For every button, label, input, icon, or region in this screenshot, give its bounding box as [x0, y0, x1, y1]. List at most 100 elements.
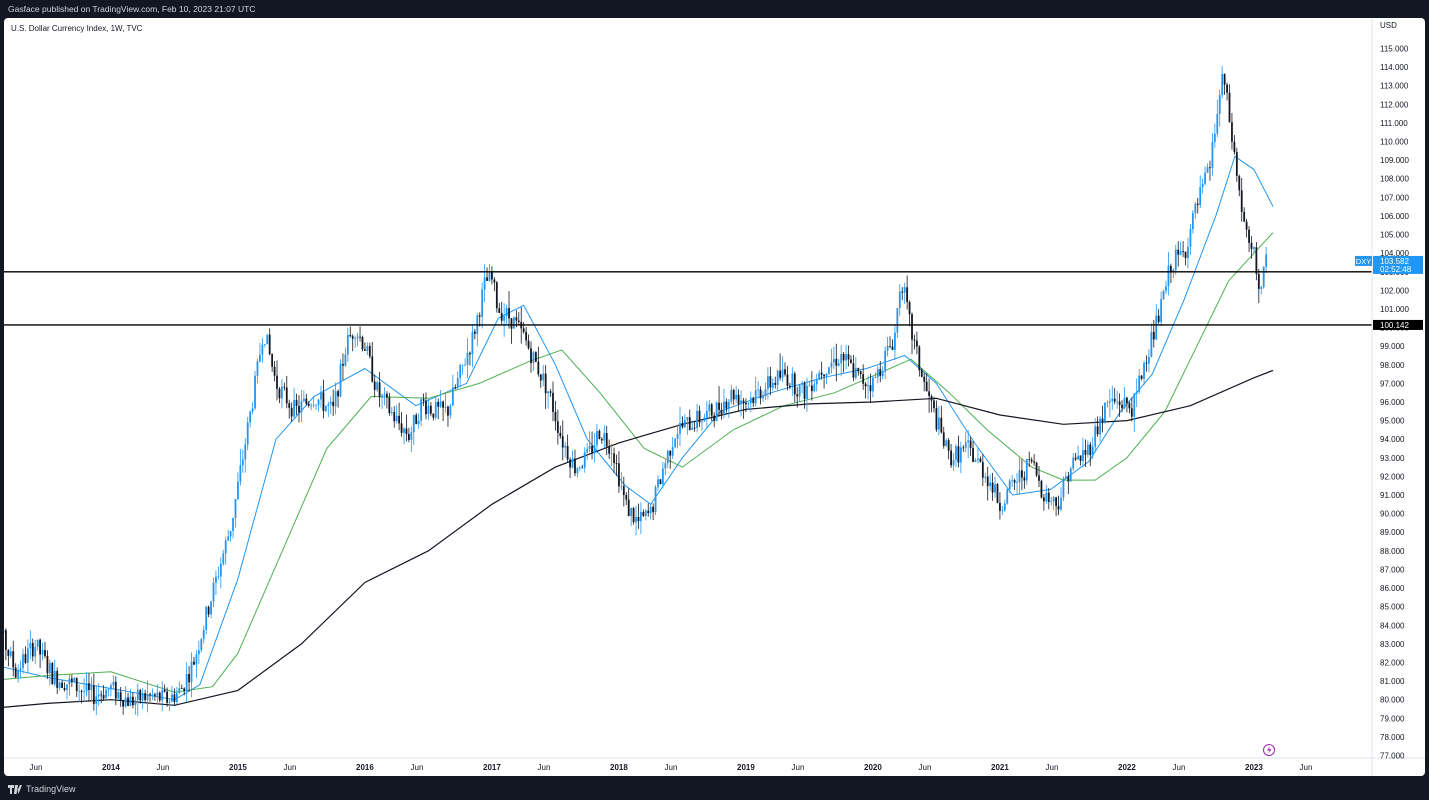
candle-down [613, 453, 615, 464]
candle-up [818, 372, 821, 380]
candle-down [1184, 251, 1187, 258]
candle-down [999, 502, 1001, 511]
candle-down [193, 661, 195, 665]
candle-up [886, 346, 889, 351]
candle-up [202, 629, 205, 640]
candle-down [39, 639, 42, 655]
candle-up [832, 358, 835, 363]
candle-up [576, 468, 579, 474]
candle-up [898, 291, 901, 309]
candle-down [637, 516, 640, 522]
candle-up [481, 289, 484, 317]
price-tick-label: 110.000 [1380, 138, 1409, 147]
candle-up [324, 405, 327, 411]
candle-down [1028, 459, 1031, 460]
candle-down [454, 387, 457, 389]
candle-down [183, 688, 186, 692]
candle-up [1135, 391, 1138, 394]
candle-up [1191, 213, 1194, 230]
candle-down [908, 301, 911, 315]
publisher-bar: Gasface published on TradingView.com, Fe… [0, 0, 1429, 18]
candle-up [1050, 501, 1053, 503]
year-tick-label: 2015 [229, 763, 247, 772]
candle-down [1238, 175, 1241, 191]
candle-up [97, 694, 100, 697]
candle-up [674, 438, 677, 447]
level-price-label: 100.142 [1380, 321, 1409, 330]
year-tick-label: 2014 [102, 763, 120, 772]
candle-up [90, 685, 93, 691]
chart-panel[interactable]: U.S. Dollar Currency Index, 1W, TVC 77.0… [4, 18, 1425, 776]
candle-down [933, 400, 935, 409]
candle-up [884, 350, 887, 372]
candle-up [395, 415, 398, 422]
candle-up [661, 468, 664, 485]
candle-up [263, 344, 266, 345]
level-price-box [1373, 319, 1423, 330]
candle-down [1021, 470, 1023, 478]
candle-down [44, 649, 46, 656]
candle-up [806, 385, 808, 399]
candle-down [1257, 273, 1260, 289]
candle-down [478, 315, 481, 317]
candle-down [351, 336, 354, 339]
candle-down [56, 670, 59, 688]
candle-down [1038, 475, 1040, 481]
candle-up [1099, 418, 1101, 435]
candle-up [542, 373, 545, 381]
candle-down [1096, 426, 1099, 435]
candle-up [459, 365, 462, 379]
candle-up [412, 415, 415, 433]
candle-down [188, 674, 190, 683]
tradingview-logo[interactable]: TradingView [8, 784, 76, 794]
candle-down [962, 447, 965, 449]
candle-up [239, 465, 242, 482]
chart-svg[interactable]: 77.000 78.000 79.000 80.000 81.000 82.000 83.0… [4, 18, 1425, 776]
candle-up [1045, 492, 1048, 502]
candle-up [1011, 480, 1014, 482]
candle-up [635, 516, 637, 523]
candle-down [1145, 362, 1148, 364]
candle-up [22, 654, 24, 669]
candle-up [610, 453, 613, 455]
candle-down [1245, 221, 1248, 230]
publisher-text: Gasface published on TradingView.com, Fe… [8, 4, 256, 14]
candle-up [427, 405, 430, 415]
candle-down [7, 649, 10, 656]
candle-up [1162, 290, 1165, 300]
candle-down [600, 438, 603, 441]
candle-up [771, 382, 774, 388]
candle-up [381, 395, 383, 398]
candle-down [669, 450, 672, 456]
candle-up [630, 508, 633, 517]
candle-up [959, 447, 962, 463]
candle-down [852, 363, 855, 378]
candle-down [566, 445, 569, 460]
candle-up [603, 433, 606, 441]
candle-up [767, 376, 769, 389]
last-price-box [1373, 255, 1423, 274]
candle-up [666, 450, 669, 464]
candle-down [268, 334, 271, 355]
candle-up [1008, 480, 1011, 490]
candle-up [1104, 402, 1106, 422]
candle-down [869, 385, 872, 392]
candle-up [762, 396, 764, 399]
lightning-icon-circle [1263, 744, 1275, 756]
candle-up [867, 385, 869, 387]
candle-down [447, 406, 449, 416]
candle-down [986, 476, 989, 487]
candle-down [1042, 497, 1045, 502]
candle-up [246, 422, 249, 445]
candle-down [913, 339, 916, 341]
candle-up [471, 331, 474, 355]
candle-up [73, 677, 76, 682]
candle-up [329, 401, 332, 405]
candle-down [693, 427, 696, 429]
candle-down [774, 382, 777, 385]
candle-down [500, 312, 503, 321]
candle-up [346, 335, 349, 355]
candle-down [1130, 408, 1133, 417]
candle-up [410, 432, 413, 440]
candle-down [400, 423, 403, 433]
